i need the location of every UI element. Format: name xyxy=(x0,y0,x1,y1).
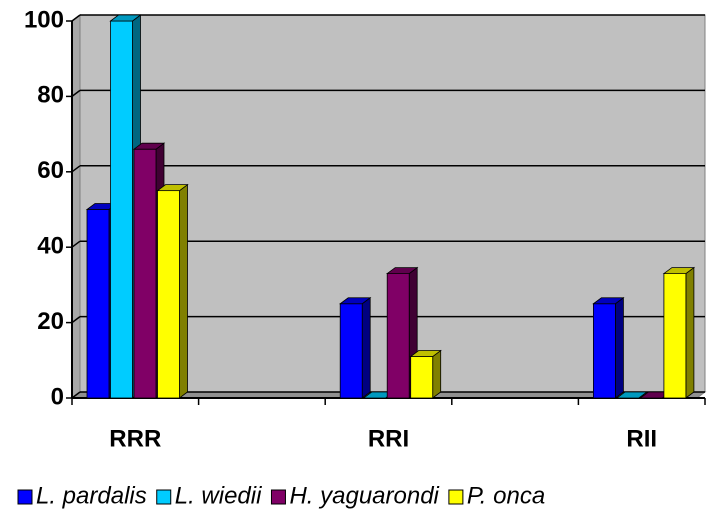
bar xyxy=(339,303,363,399)
grid-line-side xyxy=(71,89,81,98)
bar-top xyxy=(109,14,142,22)
legend-swatch xyxy=(270,489,286,505)
legend-swatch xyxy=(17,489,33,505)
bar-top xyxy=(386,267,419,274)
bar xyxy=(157,190,180,399)
bar-top xyxy=(409,350,442,357)
y-tick-label: 60 xyxy=(37,157,64,184)
bar-side xyxy=(685,266,695,399)
bar xyxy=(110,20,133,399)
y-tick-label: 40 xyxy=(37,233,64,260)
bar xyxy=(386,273,410,399)
x-tick-label: RII xyxy=(626,425,657,452)
bar xyxy=(86,209,110,399)
bar-side xyxy=(361,296,371,399)
bar-side xyxy=(179,183,188,399)
grid-line-side xyxy=(71,165,81,173)
bar-top xyxy=(339,297,372,305)
bar-side xyxy=(432,349,442,399)
bar-top xyxy=(662,267,696,274)
bar-top xyxy=(592,297,625,305)
bar xyxy=(663,273,687,399)
grid-line-side xyxy=(71,316,81,324)
bar xyxy=(133,148,157,399)
bar xyxy=(593,303,616,399)
y-tick-label: 0 xyxy=(51,383,64,410)
legend-label: L. pardalis xyxy=(36,482,147,509)
bar xyxy=(410,356,434,399)
y-tick-label: 100 xyxy=(24,6,64,33)
side-wall xyxy=(71,14,81,399)
bar-top xyxy=(132,142,166,150)
bar-top xyxy=(156,184,189,192)
legend-swatch xyxy=(156,489,172,505)
bar-side xyxy=(615,296,624,399)
bar-top xyxy=(615,391,649,399)
legend-label: H. yaguarondi xyxy=(289,482,439,509)
legend-swatch xyxy=(448,489,464,505)
grid-line-side xyxy=(71,240,81,248)
legend-label: P. onca xyxy=(467,482,545,509)
grid-line-side xyxy=(71,14,81,22)
x-tick-label: RRI xyxy=(368,425,409,452)
legend-label: L. wiedii xyxy=(175,482,262,509)
y-tick-label: 20 xyxy=(37,308,64,335)
y-tick-label: 80 xyxy=(37,82,64,109)
x-tick-label: RRR xyxy=(109,425,161,452)
